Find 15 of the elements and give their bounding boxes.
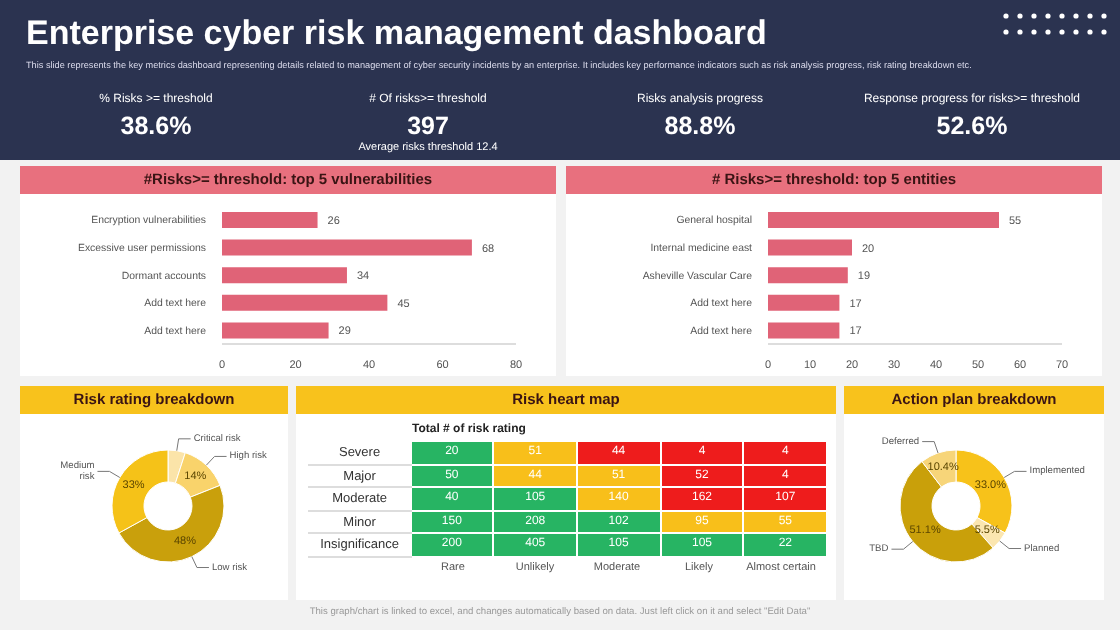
text: 38.6%: [120, 112, 192, 140]
text: Enterprise cyber risk management dashboard: [26, 14, 767, 54]
bar: [222, 212, 318, 228]
bar: [222, 294, 388, 311]
text: 397: [407, 112, 449, 140]
bar: [768, 212, 999, 228]
text: 52.6%: [936, 112, 1008, 140]
bar: [222, 267, 347, 284]
bar: [222, 239, 472, 256]
bar: [222, 322, 329, 339]
bar: [768, 294, 840, 311]
bar: [768, 322, 840, 339]
bar: [768, 239, 852, 256]
text: 88.8%: [664, 112, 736, 140]
bar: [768, 267, 848, 284]
